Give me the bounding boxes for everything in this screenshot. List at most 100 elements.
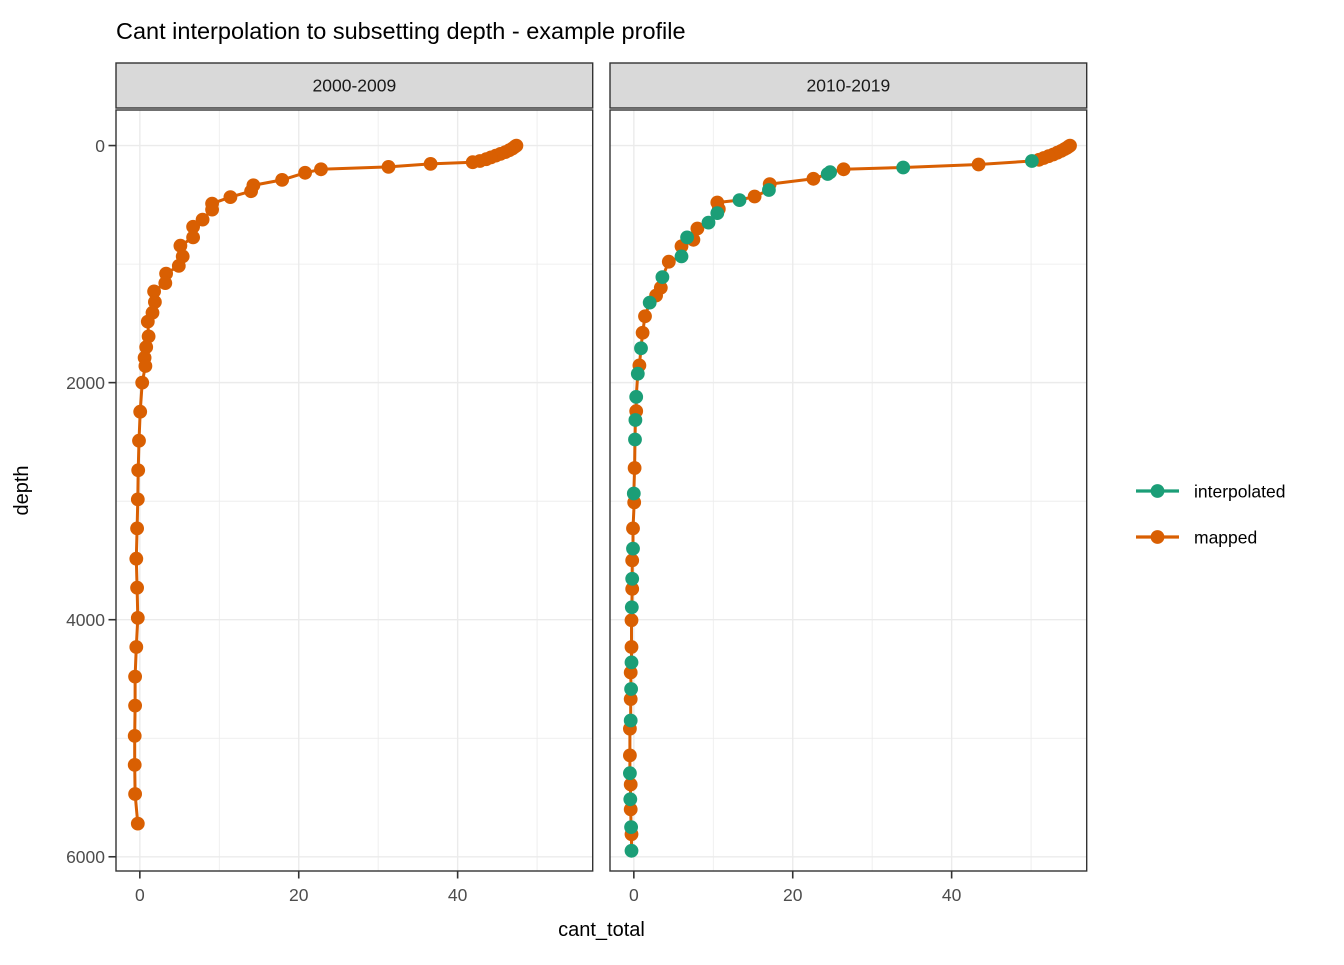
data-point-interpolated (623, 713, 638, 728)
facet-strip-label: 2010-2019 (807, 76, 891, 96)
data-point-interpolated (701, 215, 716, 230)
panel-border (609, 109, 1088, 872)
data-point-mapped (624, 613, 639, 628)
data-point-mapped (638, 309, 652, 324)
data-point-interpolated (1025, 154, 1039, 168)
data-point-mapped (186, 219, 201, 234)
data-point-mapped (314, 162, 328, 177)
data-point-interpolated (628, 432, 642, 447)
data-point-mapped (624, 640, 639, 654)
data-point-interpolated (624, 655, 639, 670)
legend: interpolated mapped (1136, 482, 1285, 548)
data-point-mapped (130, 492, 145, 507)
x-axis-tick-label: 40 (448, 885, 468, 905)
data-point-mapped (128, 698, 143, 713)
panel-border (115, 109, 594, 872)
data-point-interpolated (623, 792, 638, 807)
data-point-mapped (623, 748, 637, 763)
y-axis-tick-label: 6000 (66, 847, 105, 867)
data-point-mapped (186, 230, 201, 245)
data-point-mapped (298, 165, 312, 180)
legend-label: interpolated (1194, 482, 1285, 502)
x-axis-tick-label: 0 (629, 885, 639, 905)
data-point-mapped (747, 189, 762, 204)
data-point-mapped (195, 212, 210, 227)
data-point-mapped (147, 284, 162, 299)
facet-panel: 0 20 40 (609, 109, 1088, 905)
legend-keys (1136, 484, 1179, 544)
data-point-mapped (173, 238, 188, 253)
data-point-mapped (132, 433, 146, 448)
data-point-interpolated (820, 167, 835, 181)
facet-panel: 0 20 40 0 2000 4000 6000 (66, 109, 594, 905)
panels: 0 20 40 0 2000 4000 6000 0 20 40 (66, 109, 1088, 905)
data-point-interpolated (624, 600, 639, 615)
data-point-mapped (141, 329, 156, 344)
data-point-interpolated (624, 682, 638, 696)
data-point-mapped (661, 254, 676, 269)
y-axis-tick-label: 0 (95, 136, 105, 156)
data-point-mapped (244, 184, 258, 199)
data-point-mapped (127, 758, 142, 772)
legend-key-point (1150, 484, 1165, 498)
facet-strips: 2000-2009 2010-2019 (115, 62, 1088, 109)
data-point-interpolated (629, 390, 644, 404)
data-point-interpolated (624, 843, 639, 858)
data-point-mapped (205, 202, 220, 217)
data-point-mapped (423, 157, 438, 171)
data-point-interpolated (625, 571, 640, 586)
y-axis-tick-label: 4000 (66, 610, 105, 630)
data-point-interpolated (626, 541, 640, 556)
data-point-interpolated (624, 820, 638, 834)
data-point-mapped (625, 553, 640, 568)
facet-strip (115, 62, 594, 109)
legend-key-point (1150, 530, 1165, 544)
data-point-interpolated (626, 486, 641, 501)
data-point-interpolated (628, 413, 643, 427)
data-point-mapped (131, 463, 146, 478)
data-point-mapped (626, 521, 640, 536)
data-point-mapped (690, 221, 705, 236)
data-point-mapped (381, 160, 396, 174)
data-point-mapped (625, 582, 640, 596)
facet-strip (609, 62, 1088, 109)
data-point-interpolated (623, 766, 637, 781)
data-point-interpolated (634, 341, 648, 356)
data-point-mapped (130, 521, 145, 536)
facet-strip-label: 2000-2009 (313, 76, 397, 96)
data-point-mapped (223, 190, 238, 205)
data-point-mapped (148, 295, 162, 309)
data-point-mapped (635, 325, 650, 340)
data-point-interpolated (732, 193, 747, 208)
data-point-interpolated (642, 295, 657, 310)
data-point-interpolated (710, 206, 725, 221)
data-point-mapped (275, 173, 289, 187)
data-point-interpolated (655, 270, 670, 284)
data-point-mapped (130, 580, 145, 595)
data-point-interpolated (680, 230, 694, 245)
data-point-mapped (138, 359, 153, 373)
data-point-mapped (140, 314, 155, 329)
x-axis-title: cant_total (558, 919, 645, 941)
data-point-mapped (129, 551, 144, 566)
data-point-interpolated (762, 183, 776, 197)
data-point-mapped (806, 171, 821, 186)
data-point-mapped (158, 276, 173, 290)
data-point-mapped (623, 802, 638, 817)
data-point-mapped (139, 340, 154, 354)
data-point-mapped (135, 375, 150, 390)
data-point-mapped (133, 404, 148, 419)
data-point-mapped (129, 640, 144, 654)
x-axis-tick-label: 0 (135, 885, 145, 905)
data-point-mapped (128, 787, 143, 801)
y-axis-title: depth (11, 465, 33, 515)
data-point-mapped (971, 157, 986, 172)
data-point-mapped (623, 665, 638, 680)
y-axis-tick-label: 2000 (66, 373, 105, 393)
x-axis-tick-label: 40 (942, 885, 962, 905)
data-point-mapped (623, 692, 638, 706)
data-point-interpolated (896, 160, 911, 175)
data-point-mapped (627, 461, 642, 475)
